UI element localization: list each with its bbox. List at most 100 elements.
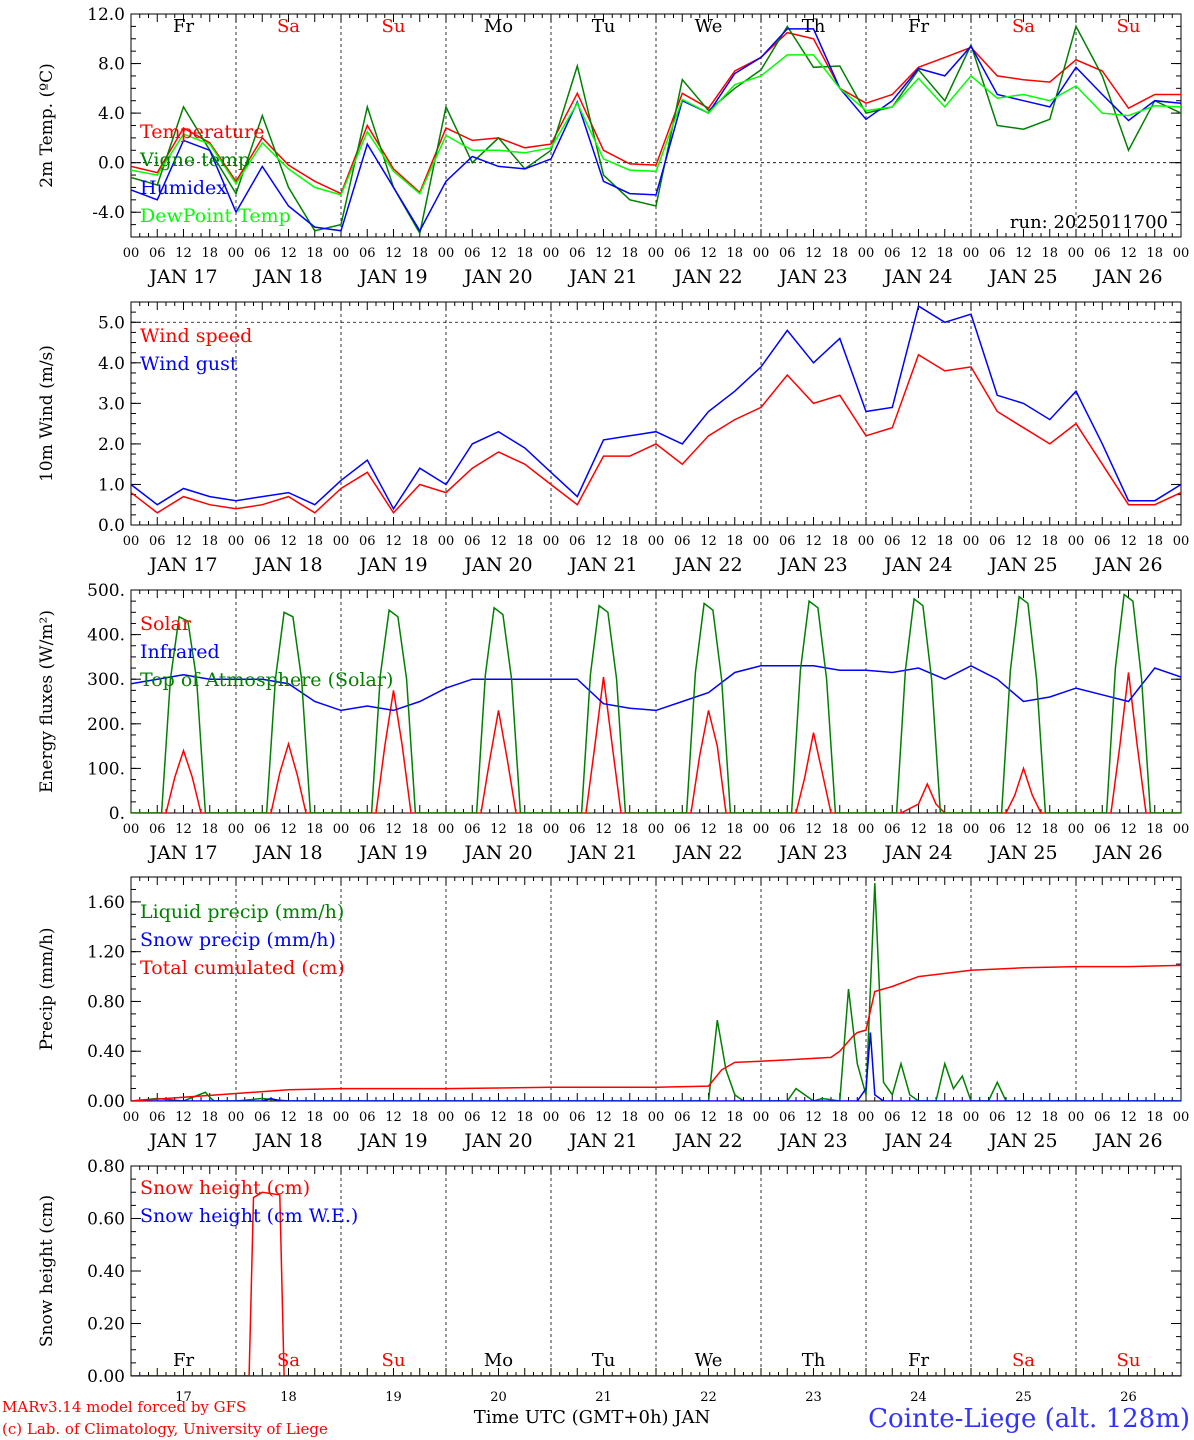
x-day-label: JAN 25 — [987, 554, 1057, 576]
x-hour-label: 00 — [228, 534, 245, 549]
x-hour-label: 12 — [385, 534, 402, 549]
x-hour-label: 00 — [1068, 534, 1085, 549]
x-hour-label: 00 — [1068, 822, 1085, 837]
x-day-label: JAN 19 — [357, 266, 427, 288]
y-tick-label: 0.80 — [87, 992, 125, 1012]
series-line — [131, 1032, 1181, 1101]
x-hour-label: 00 — [1068, 246, 1085, 261]
x-day-label: JAN 25 — [987, 266, 1057, 288]
x-day-label: JAN 17 — [147, 266, 217, 288]
x-hour-label: 12 — [1015, 246, 1032, 261]
panel-1: -4.0 0.0 4.0 8.0 12.0 2m Temp. (ºC) 00 06 12 18 00… — [37, 5, 1189, 288]
x-hour-label: 00 — [963, 822, 980, 837]
x-hour-label: 00 — [753, 246, 770, 261]
x-hour-label: 18 — [831, 534, 848, 549]
weekday-label: We — [695, 16, 723, 37]
y-tick-label: 0.00 — [87, 1367, 125, 1387]
x-hour-label: 06 — [569, 1110, 586, 1125]
legend-entry: Snow height (cm) — [140, 1177, 310, 1199]
x-hour-label: 18 — [201, 534, 218, 549]
x-hour-label: 12 — [490, 822, 507, 837]
x-hour-label: 00 — [858, 534, 875, 549]
x-hour-label: 18 — [411, 822, 428, 837]
x-hour-label: 12 — [1120, 246, 1137, 261]
x-hour-label: 12 — [700, 246, 717, 261]
x-hour-label: 12 — [805, 534, 822, 549]
weekday-label: We — [695, 1350, 723, 1371]
y-tick-label: 0.0 — [98, 516, 125, 536]
x-hour-label: 06 — [569, 246, 586, 261]
x-hour-label: 18 — [306, 1110, 323, 1125]
x-hour-label: 00 — [543, 534, 560, 549]
x-day-label: JAN 17 — [147, 554, 217, 576]
x-hour-label: 12 — [490, 1110, 507, 1125]
series-line — [131, 664, 1181, 712]
legend-entry: Wind speed — [140, 325, 252, 347]
x-hour-label: 18 — [936, 1110, 953, 1125]
x-day-label: JAN 22 — [672, 1130, 742, 1152]
x-hour-label: 18 — [621, 822, 638, 837]
x-day-label: JAN 21 — [567, 1130, 637, 1152]
x-hour-label: 12 — [700, 1110, 717, 1125]
x-hour-label: 00 — [438, 822, 455, 837]
legend-entry: DewPoint Temp — [140, 205, 291, 227]
x-hour-label: 06 — [884, 534, 901, 549]
x-hour-label: 00 — [1173, 534, 1190, 549]
series-line — [131, 31, 1181, 195]
x-hour-label: 06 — [464, 534, 481, 549]
x-hour-label: 12 — [280, 246, 297, 261]
x-hour-label: 12 — [280, 822, 297, 837]
x-hour-label: 12 — [910, 246, 927, 261]
x-hour-label: 12 — [910, 1110, 927, 1125]
x-hour-label: 18 — [1146, 822, 1163, 837]
y-tick-label: 12.0 — [87, 5, 125, 25]
x-hour-label: 18 — [831, 1110, 848, 1125]
x-day-number: 24 — [910, 1390, 927, 1405]
x-hour-label: 00 — [648, 246, 665, 261]
x-hour-label: 06 — [149, 822, 166, 837]
x-hour-label: 06 — [779, 246, 796, 261]
x-hour-label: 00 — [333, 246, 350, 261]
weekday-label: Mo — [484, 1350, 513, 1371]
x-hour-label: 18 — [201, 1110, 218, 1125]
legend-entry: Wind gust — [140, 353, 238, 375]
x-hour-label: 00 — [648, 822, 665, 837]
x-day-label: JAN 26 — [1092, 554, 1162, 576]
x-day-number: 26 — [1120, 1390, 1137, 1405]
x-hour-label: 12 — [280, 1110, 297, 1125]
station-label: Cointe-Liege (alt. 128m) — [868, 1404, 1190, 1434]
x-hour-label: 00 — [648, 1110, 665, 1125]
x-hour-label: 18 — [516, 534, 533, 549]
plot-frame — [130, 301, 1182, 526]
x-hour-label: 12 — [490, 246, 507, 261]
x-day-label: JAN 19 — [357, 842, 427, 864]
x-hour-label: 00 — [438, 1110, 455, 1125]
x-hour-label: 06 — [359, 534, 376, 549]
x-hour-label: 12 — [175, 246, 192, 261]
y-tick-label: 2.0 — [98, 435, 125, 455]
x-hour-label: 00 — [963, 246, 980, 261]
legend-entry: Total cumulated (cm) — [140, 957, 345, 979]
y-tick-label: 1.20 — [87, 943, 125, 963]
x-hour-label: 00 — [228, 1110, 245, 1125]
x-hour-label: 18 — [1041, 534, 1058, 549]
legend-entry: Snow precip (mm/h) — [140, 929, 336, 951]
x-day-label: JAN 24 — [882, 554, 952, 576]
run-label: run: 2025011700 — [1010, 212, 1168, 233]
x-hour-label: 06 — [884, 822, 901, 837]
weekday-label: Th — [802, 16, 826, 37]
x-hour-label: 00 — [963, 1110, 980, 1125]
x-hour-label: 06 — [569, 822, 586, 837]
x-hour-label: 06 — [1094, 822, 1111, 837]
x-hour-label: 12 — [385, 822, 402, 837]
y-tick-label: 0.0 — [98, 154, 125, 174]
x-hour-label: 06 — [1094, 1110, 1111, 1125]
x-hour-label: 06 — [674, 1110, 691, 1125]
weekday-label: Fr — [908, 16, 929, 37]
y-tick-label: 3.0 — [98, 394, 125, 414]
x-day-number: 21 — [595, 1390, 612, 1405]
x-hour-label: 00 — [123, 822, 140, 837]
y-tick-label: 4.0 — [98, 104, 125, 124]
series-line — [131, 24, 1181, 236]
